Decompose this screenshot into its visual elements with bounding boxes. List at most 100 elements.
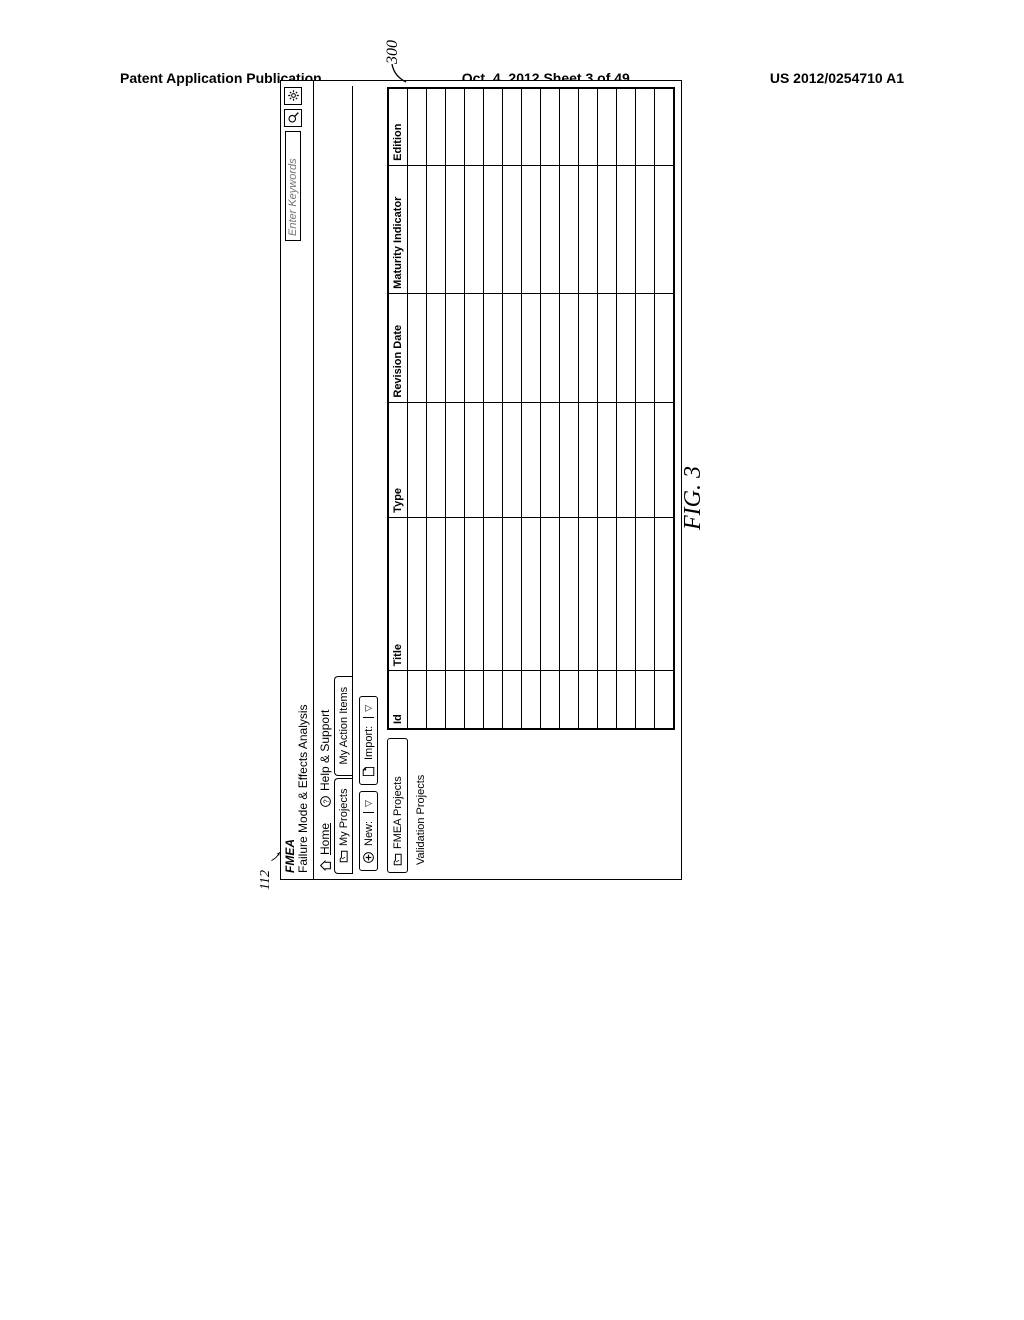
table-cell	[522, 89, 541, 166]
table-cell	[579, 671, 598, 729]
nav-help[interactable]: ? Help & Support	[318, 710, 332, 809]
table-row[interactable]	[446, 89, 465, 729]
table-row[interactable]	[503, 89, 522, 729]
reference-numeral-300: 300	[384, 40, 402, 64]
search-input[interactable]	[285, 131, 301, 241]
table-cell	[408, 89, 427, 166]
toolbar: New: ▽ Import: ▽	[353, 81, 384, 879]
window-titlebar: FMEA Failure Mode & Effects Analysis	[281, 81, 314, 879]
table-cell	[655, 293, 674, 402]
figure-rotated-container: 112 FMEA Failure Mode & Effects Analysis	[160, 200, 720, 760]
table-cell	[446, 402, 465, 517]
import-button[interactable]: Import: ▽	[359, 696, 378, 785]
col-title[interactable]: Title	[389, 517, 408, 671]
table-cell	[465, 671, 484, 729]
folder-icon	[337, 850, 350, 863]
search-icon	[287, 112, 300, 125]
projects-table: Id Title Type Revision Date Maturity Ind…	[388, 88, 674, 729]
table-row[interactable]	[522, 89, 541, 729]
table-row[interactable]	[484, 89, 503, 729]
table-cell	[427, 517, 446, 671]
ref300-leader-curve-icon	[388, 62, 412, 86]
app-window: FMEA Failure Mode & Effects Analysis	[280, 80, 682, 880]
table-cell	[655, 165, 674, 293]
app-title-acronym: FMEA	[284, 704, 297, 873]
table-cell	[541, 89, 560, 166]
table-row[interactable]	[408, 89, 427, 729]
table-cell	[655, 671, 674, 729]
table-row[interactable]	[636, 89, 655, 729]
table-row[interactable]	[560, 89, 579, 729]
table-cell	[446, 517, 465, 671]
search-button[interactable]	[284, 109, 302, 127]
table-cell	[484, 165, 503, 293]
table-row[interactable]	[655, 89, 674, 729]
table-cell	[522, 165, 541, 293]
chevron-down-icon: ▽	[363, 705, 374, 718]
folder-icon	[391, 853, 404, 866]
table-cell	[427, 165, 446, 293]
table-cell	[579, 89, 598, 166]
table-cell	[484, 517, 503, 671]
table-cell	[636, 293, 655, 402]
table-row[interactable]	[579, 89, 598, 729]
col-id[interactable]: Id	[389, 671, 408, 729]
table-row[interactable]	[598, 89, 617, 729]
app-window-container: 112 FMEA Failure Mode & Effects Analysis	[280, 80, 660, 880]
table-cell	[579, 517, 598, 671]
settings-button[interactable]	[284, 87, 302, 105]
table-cell	[446, 165, 465, 293]
new-button[interactable]: New: ▽	[359, 791, 378, 871]
col-revision-date[interactable]: Revision Date	[389, 293, 408, 402]
tab-my-projects[interactable]: My Projects	[334, 778, 352, 874]
table-cell	[427, 402, 446, 517]
sidebar-item-fmea-projects[interactable]: FMEA Projects	[387, 738, 408, 873]
table-cell	[598, 671, 617, 729]
table-cell	[484, 671, 503, 729]
gear-icon	[287, 90, 300, 103]
tab-my-action-items[interactable]: My Action Items	[334, 676, 352, 776]
nav-home[interactable]: Home	[318, 823, 332, 873]
table-cell	[522, 402, 541, 517]
table-cell	[655, 402, 674, 517]
table-row[interactable]	[465, 89, 484, 729]
table-row[interactable]	[541, 89, 560, 729]
table-cell	[484, 293, 503, 402]
table-row[interactable]	[427, 89, 446, 729]
svg-text:?: ?	[321, 800, 330, 804]
search-box	[284, 87, 302, 241]
table-cell	[446, 293, 465, 402]
table-cell	[541, 402, 560, 517]
table-cell	[408, 671, 427, 729]
table-cell	[541, 165, 560, 293]
app-title: FMEA Failure Mode & Effects Analysis	[284, 704, 309, 873]
table-cell	[522, 293, 541, 402]
header-right: US 2012/0254710 A1	[770, 70, 904, 86]
table-cell	[598, 402, 617, 517]
table-header-row: Id Title Type Revision Date Maturity Ind…	[389, 89, 408, 729]
table-cell	[560, 671, 579, 729]
table-cell	[503, 671, 522, 729]
table-cell	[446, 89, 465, 166]
col-maturity[interactable]: Maturity Indicator	[389, 165, 408, 293]
tab-my-projects-label: My Projects	[338, 789, 350, 846]
table-cell	[579, 402, 598, 517]
table-cell	[598, 165, 617, 293]
table-cell	[465, 402, 484, 517]
table-cell	[617, 517, 636, 671]
table-cell	[598, 89, 617, 166]
col-type[interactable]: Type	[389, 402, 408, 517]
table-row[interactable]	[617, 89, 636, 729]
col-edition[interactable]: Edition	[389, 89, 408, 166]
table-cell	[560, 165, 579, 293]
table-cell	[465, 165, 484, 293]
table-cell	[598, 517, 617, 671]
figure-caption: FIG. 3	[680, 466, 707, 530]
table-cell	[541, 671, 560, 729]
sidebar-item-validation-projects[interactable]: Validation Projects	[412, 738, 430, 873]
table-cell	[560, 517, 579, 671]
chevron-down-icon: ▽	[363, 800, 374, 813]
table-cell	[465, 89, 484, 166]
nav-help-label: Help & Support	[318, 710, 332, 791]
table-cell	[503, 89, 522, 166]
